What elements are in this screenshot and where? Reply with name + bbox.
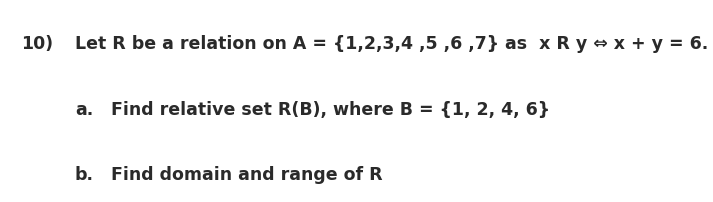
Text: Let R be a relation on A = {1,2,3,4 ,5 ,6 ,7} as  x R y ⇔ x + y = 6.: Let R be a relation on A = {1,2,3,4 ,5 ,…: [75, 34, 708, 52]
Text: Find relative set R(B), where B = {1, 2, 4, 6}: Find relative set R(B), where B = {1, 2,…: [111, 101, 550, 119]
Text: a.: a.: [75, 101, 93, 119]
Text: 10): 10): [21, 34, 53, 52]
Text: Find domain and range of R: Find domain and range of R: [111, 166, 382, 184]
Text: b.: b.: [75, 166, 94, 184]
